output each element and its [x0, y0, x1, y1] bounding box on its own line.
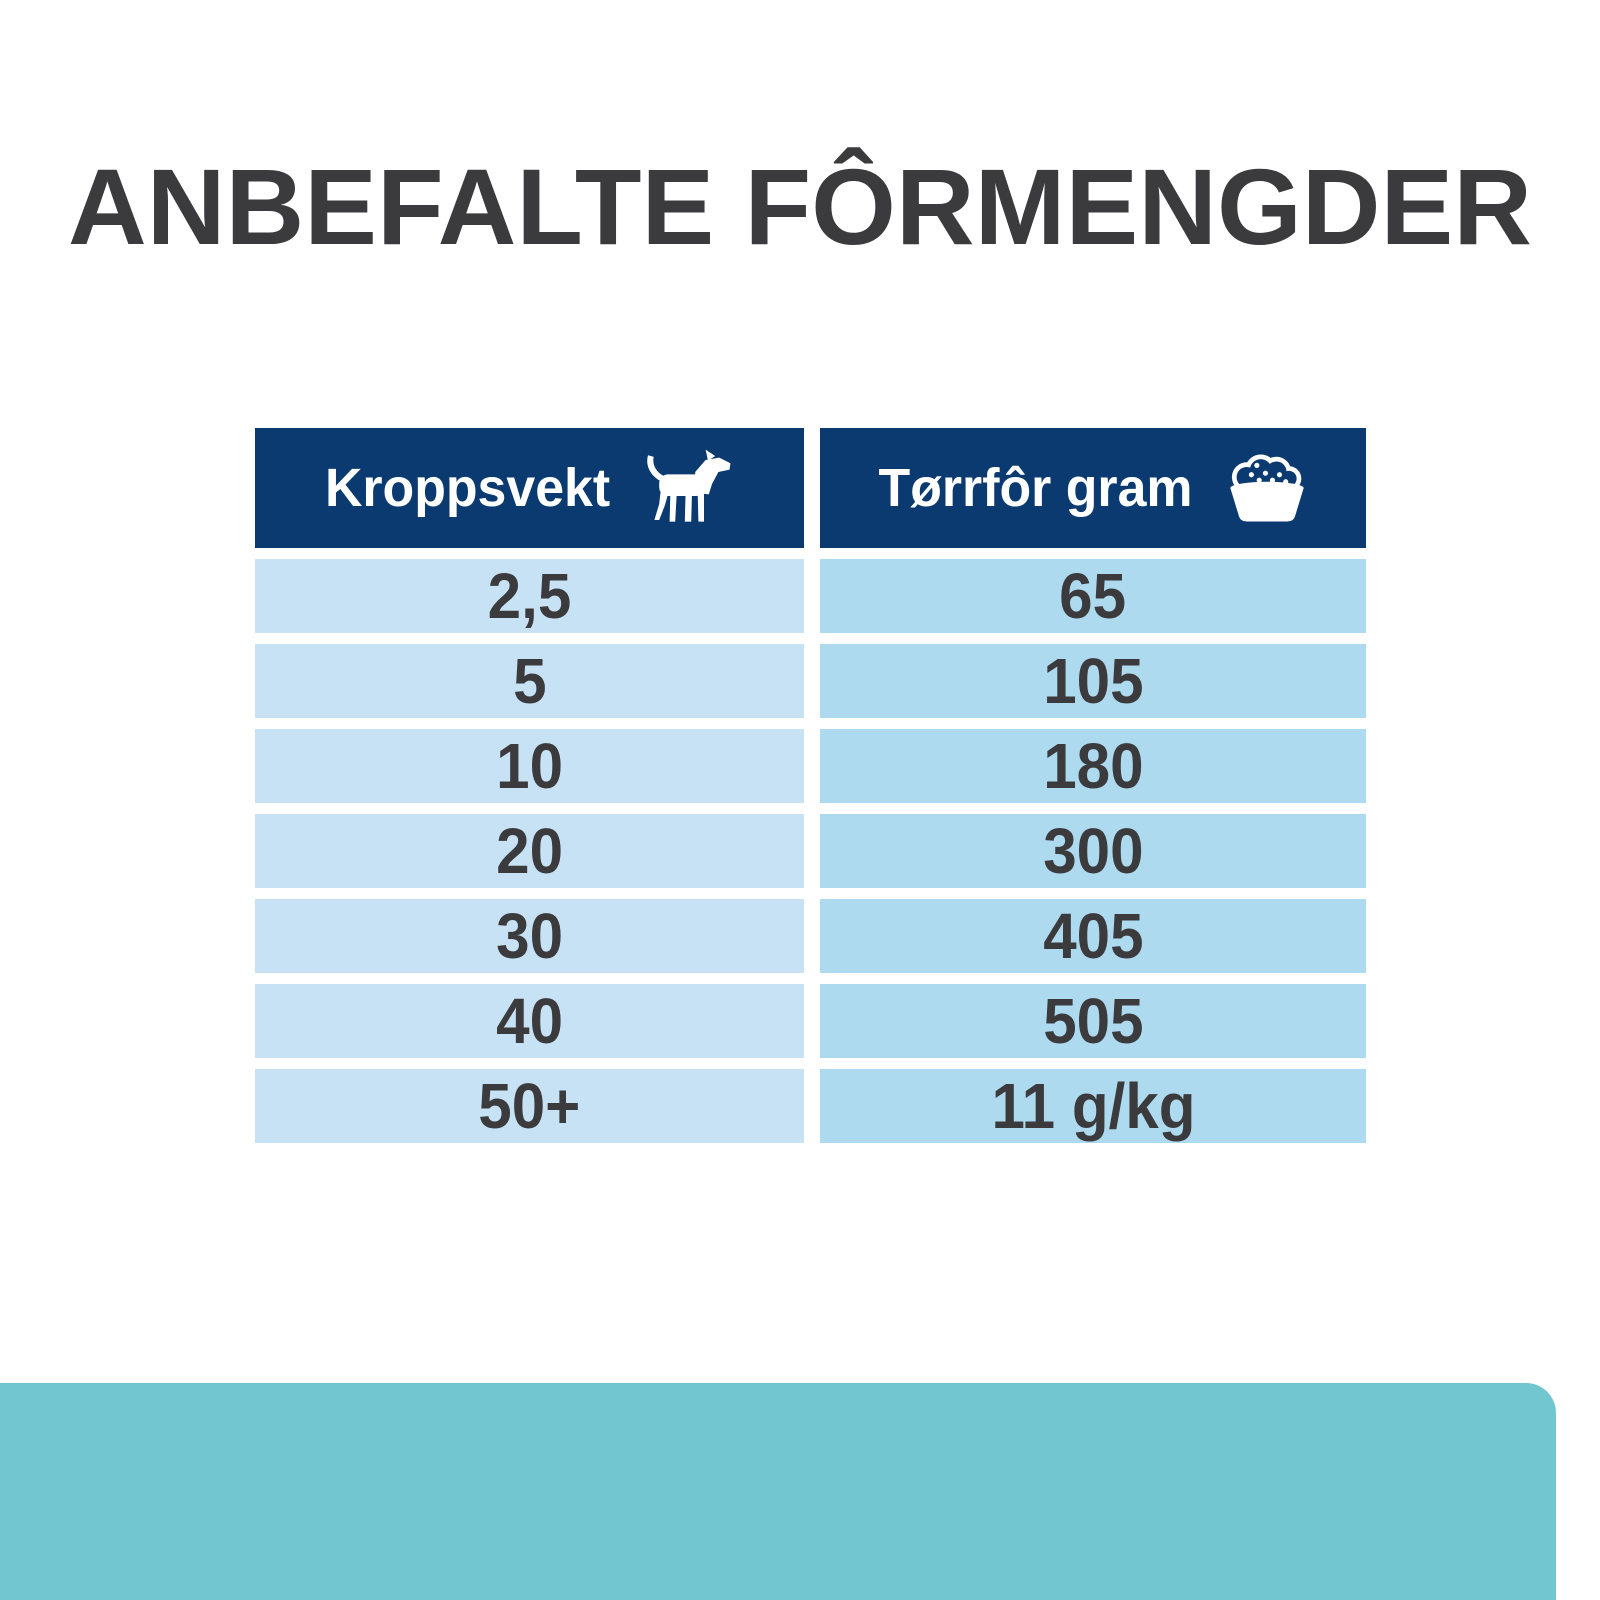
page-title-canvas: ANBEFALTE FÔRMENGDER: [68, 146, 1532, 267]
food-value: 505: [1042, 985, 1144, 1057]
weight-cell: 5: [255, 644, 804, 718]
weight-cell: 50+: [255, 1069, 804, 1143]
weight-header-cell: Kroppsvekt: [255, 428, 804, 548]
weight-header-label: Kroppsvekt: [324, 458, 611, 518]
food-cell: 105: [820, 644, 1366, 718]
weight-cell: 30: [255, 899, 804, 973]
weight-value: 50+: [478, 1070, 581, 1142]
food-value: 65: [1059, 560, 1127, 632]
weight-cell: 10: [255, 729, 804, 803]
page-title: ANBEFALTE FÔRMENGDER: [68, 146, 1532, 267]
weight-value: 2,5: [487, 560, 572, 632]
food-cell: 405: [820, 899, 1366, 973]
food-cell: 505: [820, 984, 1366, 1058]
food-value: 300: [1042, 815, 1144, 887]
food-bowl-icon: [1229, 454, 1304, 522]
food-cell: 65: [820, 559, 1366, 633]
weight-value: 20: [496, 815, 563, 887]
food-header-label: Tørrfôr gram: [879, 458, 1193, 518]
food-cell: 11 g/kg: [820, 1069, 1366, 1143]
weight-value: 30: [496, 900, 563, 972]
food-value: 405: [1042, 900, 1144, 972]
food-value: 11 g/kg: [991, 1070, 1195, 1142]
food-header-cell: Tørrfôr gram: [820, 428, 1366, 548]
weight-value: 10: [496, 730, 563, 802]
feeding-table: Kroppsvekt Tørrfôr gram: [255, 428, 1366, 1143]
weight-value: 5: [512, 645, 547, 717]
food-cell: 300: [820, 814, 1366, 888]
food-cell: 180: [820, 729, 1366, 803]
food-value: 105: [1042, 645, 1144, 717]
weight-cell: 40: [255, 984, 804, 1058]
weight-cell: 2,5: [255, 559, 804, 633]
dog-icon: [647, 449, 731, 522]
food-value: 180: [1042, 730, 1144, 802]
weight-value: 40: [496, 985, 563, 1057]
footer-accent-band: [0, 1383, 1556, 1600]
weight-cell: 20: [255, 814, 804, 888]
